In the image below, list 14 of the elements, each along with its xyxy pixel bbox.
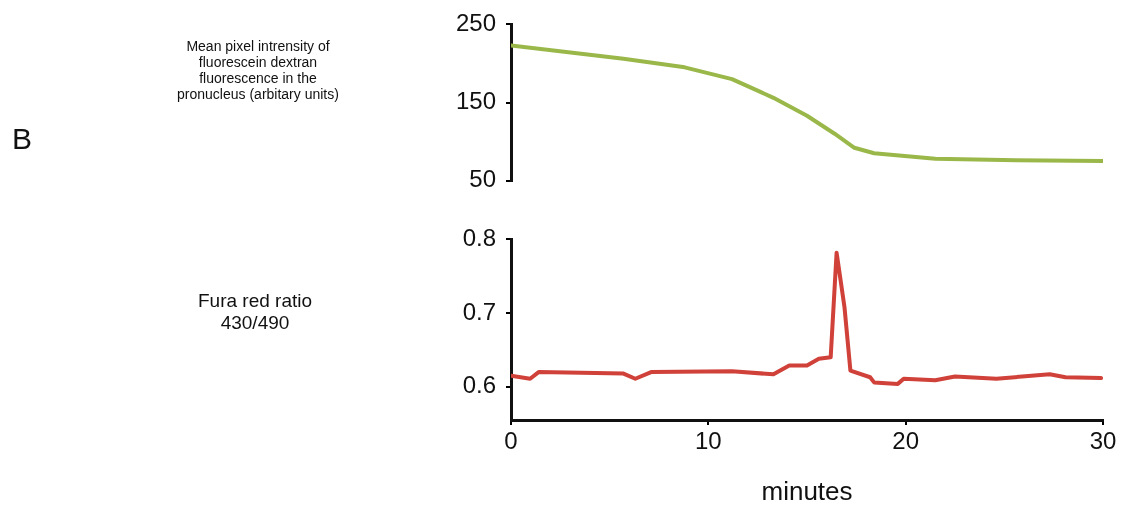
x-tick-label: 0 [504, 427, 518, 455]
y-tick-label: 250 [455, 9, 496, 37]
x-axis-title: minutes [761, 475, 853, 506]
y-axis-title: Mean pixel intrensity of fluorescein dextran fluorescence in the pronucleus (arbitary units) [176, 38, 340, 102]
y-tick-label: 50 [469, 165, 496, 193]
y-tick-label: 0.8 [462, 224, 496, 252]
x-tick-label: 20 [892, 427, 920, 455]
x-tick-label: 30 [1089, 427, 1117, 455]
text: B [12, 122, 33, 156]
y-tick-label: 0.6 [462, 371, 496, 399]
x-tick-label: 10 [694, 427, 722, 455]
y-tick-label: 150 [455, 87, 496, 115]
y-tick-label: 0.7 [462, 297, 496, 325]
y-axis-title: Fura red ratio 430/490 [196, 290, 313, 334]
